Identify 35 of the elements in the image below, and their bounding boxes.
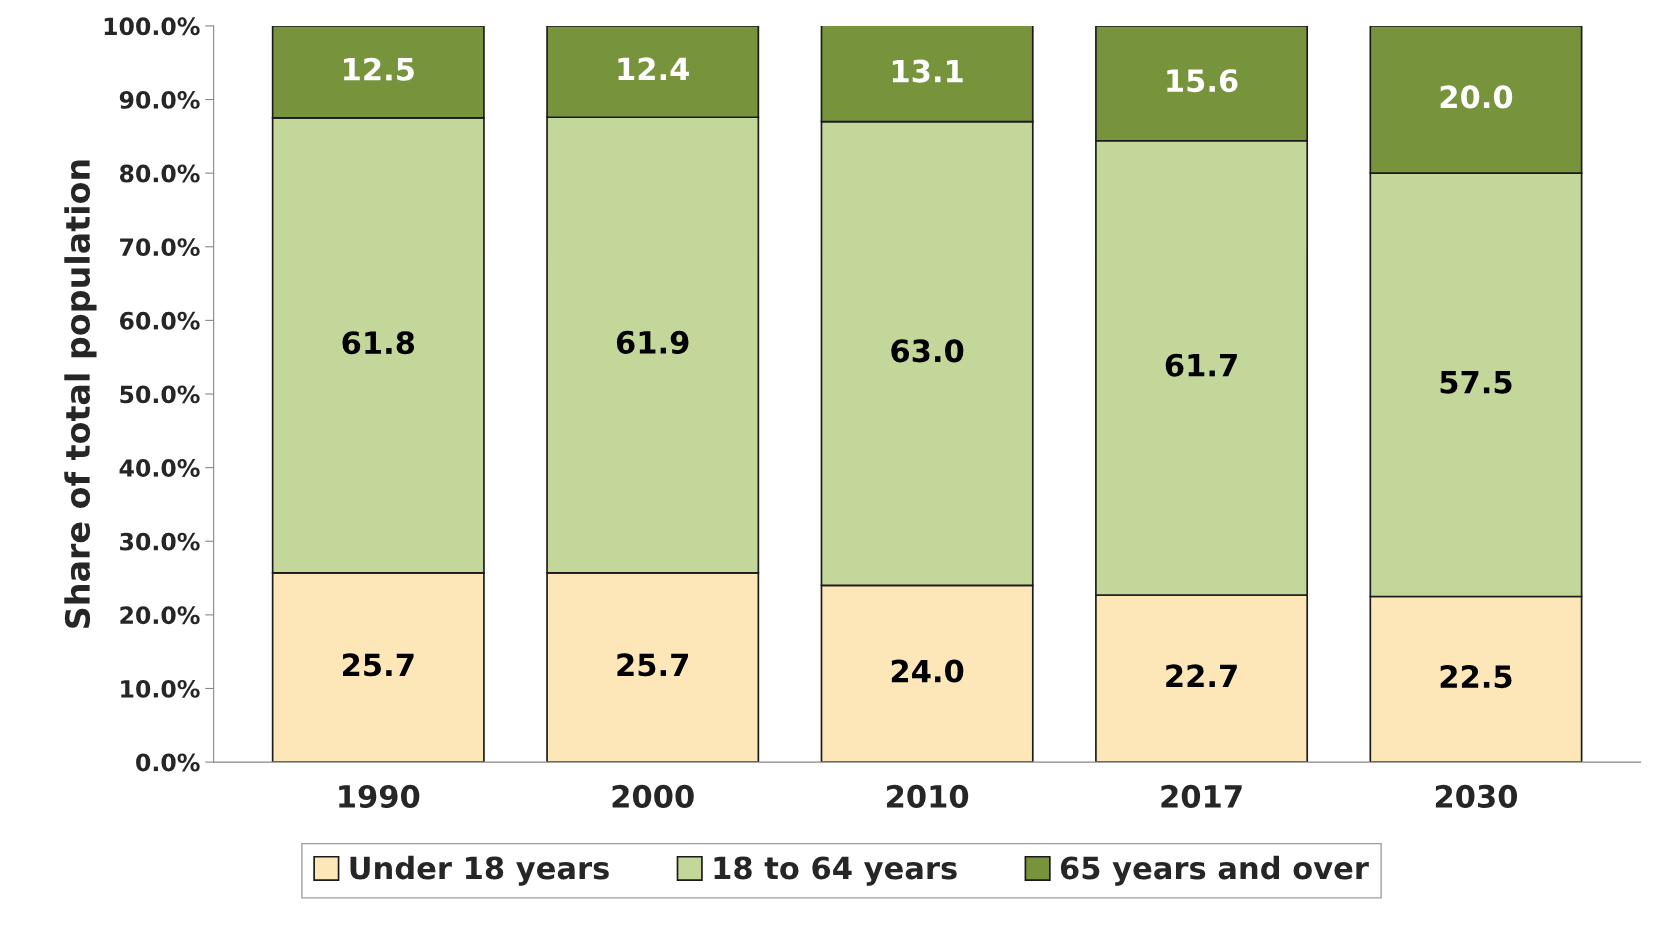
y-tick-label: 60.0% — [119, 311, 200, 330]
y-tick-label: 90.0% — [119, 90, 200, 109]
y-tick-label: 50.0% — [120, 385, 200, 404]
data-label: 13.1 — [892, 59, 963, 83]
y-tick-label: 30.0% — [120, 532, 200, 551]
data-label: 12.5 — [344, 57, 414, 81]
x-tick-label: 2017 — [1161, 784, 1242, 808]
legend-label: 18 to 64 years — [714, 856, 957, 886]
data-label: 15.6 — [1167, 69, 1238, 93]
data-label: 61.8 — [342, 331, 415, 355]
y-tick-label: 10.0% — [121, 679, 200, 698]
data-label: 25.7 — [343, 653, 414, 677]
y-tick-label: 70.0% — [120, 238, 200, 257]
y-tick-label: 40.0% — [119, 459, 200, 477]
x-tick-label: 2000 — [612, 784, 694, 808]
x-tick-label: 2010 — [887, 784, 969, 808]
y-tick-label: 0.0% — [136, 753, 200, 772]
y-tick-label: 20.0% — [120, 606, 200, 625]
data-label: 20.0 — [1440, 85, 1513, 109]
data-label: 25.7 — [617, 653, 688, 677]
x-tick-label: 2030 — [1435, 784, 1518, 808]
y-axis-title: Share of total population — [64, 160, 97, 628]
data-label: 61.7 — [1165, 353, 1237, 377]
y-tick-label: 80.0% — [119, 164, 200, 183]
data-label: 63.0 — [891, 339, 964, 363]
data-label: 57.5 — [1440, 370, 1512, 394]
y-tick-label: 100.0% — [104, 17, 200, 36]
legend-label: Under 18 years — [350, 855, 609, 886]
data-label: 12.4 — [618, 57, 689, 80]
data-label: 22.7 — [1166, 664, 1237, 687]
data-label: 61.9 — [616, 330, 689, 354]
data-label: 22.5 — [1440, 665, 1512, 689]
x-tick-label: 1990 — [339, 784, 420, 808]
data-label: 24.0 — [891, 659, 964, 683]
legend-label: 65 years and over — [1060, 855, 1369, 886]
